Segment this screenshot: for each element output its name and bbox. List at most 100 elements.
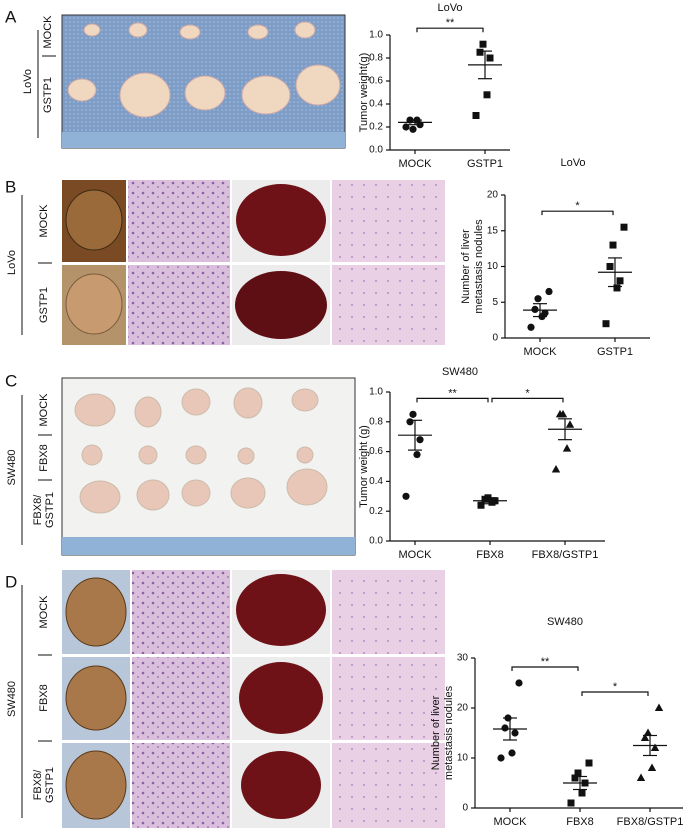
significance-label: * xyxy=(613,681,618,693)
y-tick-label: 0.2 xyxy=(369,122,383,133)
row-label: MOCK xyxy=(38,204,50,238)
row-label: GSTP1 xyxy=(38,287,50,323)
y-tick-label: 0.4 xyxy=(369,476,383,487)
data-point xyxy=(650,743,660,751)
y-tick-label: 1.0 xyxy=(369,30,383,41)
data-point xyxy=(558,409,568,418)
chart-title: LoVo xyxy=(437,2,462,14)
y-axis-label: Number of liver xyxy=(460,229,472,304)
data-point xyxy=(643,728,653,736)
significance-label: * xyxy=(525,387,530,399)
chart-title: LoVo xyxy=(560,157,585,169)
row-label: FBX8 xyxy=(38,444,50,472)
y-tick-label: 10 xyxy=(457,753,469,764)
y-tick-label: 1.0 xyxy=(369,387,383,398)
data-point xyxy=(406,418,414,426)
significance-bracket xyxy=(541,210,614,216)
data-point xyxy=(527,323,535,331)
data-point xyxy=(606,263,614,270)
data-point xyxy=(534,295,542,303)
data-point xyxy=(477,501,485,509)
data-point xyxy=(476,48,484,56)
x-tick-label: MOCK xyxy=(399,158,433,170)
y-tick-label: 30 xyxy=(457,653,469,664)
data-point xyxy=(486,54,494,62)
data-point xyxy=(402,492,410,500)
y-tick-label: 10 xyxy=(487,261,499,272)
chart-title: SW480 xyxy=(547,616,583,628)
x-tick-label: FBX8 xyxy=(566,816,594,828)
row-label: GSTP1 xyxy=(42,77,54,113)
row-label: GSTP1 xyxy=(44,767,56,803)
row-label: GSTP1 xyxy=(44,492,56,528)
data-point xyxy=(508,749,516,757)
data-point xyxy=(416,436,424,444)
data-point xyxy=(545,287,553,296)
significance-label: ** xyxy=(446,17,455,29)
cell-line-label: SW480 xyxy=(6,681,18,717)
data-point xyxy=(585,759,593,767)
data-point xyxy=(602,320,610,328)
data-point xyxy=(578,789,586,797)
data-point xyxy=(562,444,572,452)
photo-c xyxy=(61,377,356,556)
significance-label: * xyxy=(575,200,580,212)
cell-line-label: SW480 xyxy=(6,449,18,485)
data-point xyxy=(409,125,417,133)
y-tick-label: 0.4 xyxy=(369,99,383,110)
y-tick-label: 0.0 xyxy=(369,536,383,547)
data-point xyxy=(515,679,523,687)
y-tick-label: 5 xyxy=(492,297,498,308)
y-tick-label: 0.2 xyxy=(369,506,383,517)
row-label: FBX8 xyxy=(38,684,50,712)
photo-d xyxy=(62,570,445,828)
data-point xyxy=(571,774,579,782)
data-point xyxy=(620,223,628,231)
data-point xyxy=(636,773,646,781)
x-tick-label: GSTP1 xyxy=(597,346,633,358)
y-axis-label: Tumor weight (g) xyxy=(358,425,370,508)
data-point xyxy=(616,277,624,285)
data-point xyxy=(497,754,505,762)
significance-bracket xyxy=(416,397,489,403)
panel-letter: B xyxy=(5,177,16,196)
data-point xyxy=(402,123,410,131)
data-point xyxy=(511,729,519,737)
row-label: FBX8/ xyxy=(32,769,44,801)
y-axis-label: Number of liver xyxy=(430,695,442,770)
x-tick-label: GSTP1 xyxy=(467,158,503,170)
data-point xyxy=(551,464,561,473)
y-tick-label: 0.6 xyxy=(369,76,383,87)
y-tick-label: 0.8 xyxy=(369,416,383,427)
chart-title: SW480 xyxy=(442,366,478,378)
x-tick-label: MOCK xyxy=(399,549,433,561)
significance-bracket xyxy=(416,27,484,33)
significance-label: ** xyxy=(541,656,550,668)
y-axis-label: metastasis nodules xyxy=(473,219,485,314)
data-point xyxy=(565,420,575,428)
row-label: FBX8/ xyxy=(32,494,44,526)
y-tick-label: 0 xyxy=(462,803,468,814)
row-label: MOCK xyxy=(42,15,54,49)
panel-letter: D xyxy=(5,572,17,591)
data-point xyxy=(640,733,650,741)
row-label: MOCK xyxy=(38,393,50,427)
y-tick-label: 20 xyxy=(457,703,469,714)
cell-line-label: LoVo xyxy=(6,250,18,275)
x-tick-label: MOCK xyxy=(524,346,558,358)
data-point xyxy=(479,40,487,48)
significance-bracket xyxy=(511,666,579,671)
data-point xyxy=(501,724,509,732)
data-point xyxy=(654,703,664,711)
photo-a xyxy=(61,14,346,149)
significance-bracket xyxy=(491,397,564,403)
row-label: MOCK xyxy=(38,595,50,629)
data-point xyxy=(531,305,539,313)
y-tick-label: 20 xyxy=(487,190,499,201)
data-point xyxy=(541,309,549,317)
data-point xyxy=(409,410,417,418)
x-tick-label: FBX8/GSTP1 xyxy=(532,549,599,561)
y-tick-label: 0.6 xyxy=(369,446,383,457)
y-axis-label: Tumor weight(g) xyxy=(358,53,370,133)
